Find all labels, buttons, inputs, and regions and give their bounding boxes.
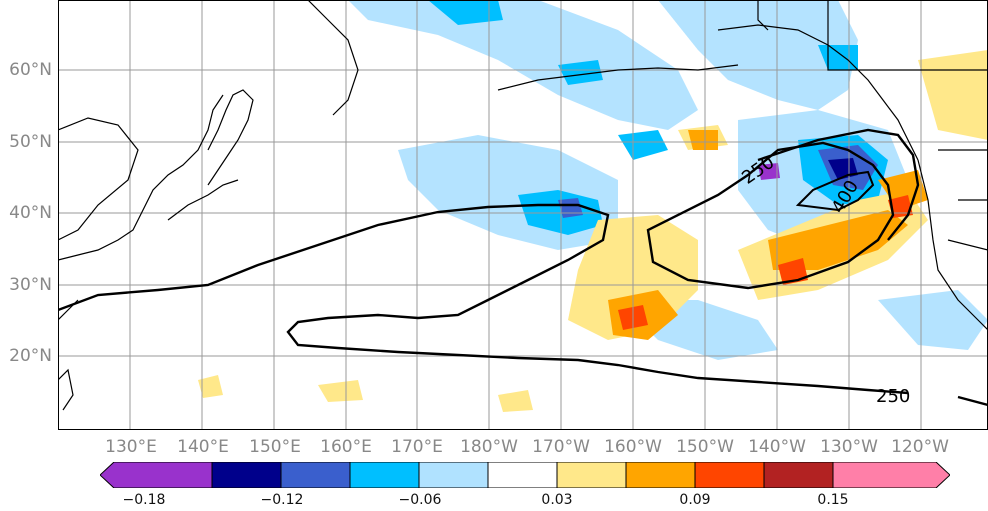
- lon-label-160w: 160°W: [604, 437, 662, 457]
- lat-label-40n: 40°N: [9, 203, 52, 223]
- lon-label-130e: 130°E: [105, 437, 157, 457]
- colorbar-swatch-royal-blue: [280, 462, 351, 488]
- lon-label-130w: 130°W: [820, 437, 878, 457]
- colorbar-tick-neg006: −0.06: [398, 492, 442, 508]
- colorbar-swatch-navy: [211, 462, 282, 488]
- lon-label-120w: 120°W: [891, 437, 949, 457]
- colorbar-swatch-light-blue: [418, 462, 489, 488]
- contour-label-250-lower: 250: [876, 386, 910, 407]
- lat-label-20n: 20°N: [9, 346, 52, 366]
- lon-label-170e: 170°E: [391, 437, 443, 457]
- lon-label-150e: 150°E: [249, 437, 301, 457]
- colorbar-swatch-light-yellow: [556, 462, 627, 488]
- lat-label-60n: 60°N: [9, 60, 52, 80]
- colorbar-swatch-white: [487, 462, 558, 488]
- colorbar-tick-009: 0.09: [679, 492, 711, 508]
- colorbar-tick-neg018: −0.18: [122, 492, 166, 508]
- lon-label-140e: 140°E: [177, 437, 229, 457]
- colorbar-tick-neg012: −0.12: [260, 492, 304, 508]
- colorbar-tick-015: 0.15: [817, 492, 849, 508]
- lat-label-30n: 30°N: [9, 275, 52, 295]
- colorbar-extend-high: [832, 462, 950, 488]
- colorbar-swatch-orange: [625, 462, 696, 488]
- colorbar: [100, 462, 950, 488]
- lon-label-170w: 170°W: [532, 437, 590, 457]
- colorbar-extend-low: [100, 462, 213, 488]
- colorbar-swatch-orange-red: [694, 462, 765, 488]
- colorbar-swatch-deep-sky: [349, 462, 420, 488]
- height-contours: [58, 128, 988, 407]
- lat-label-50n: 50°N: [9, 132, 52, 152]
- colorbar-swatch-brown-red: [763, 462, 834, 488]
- negative-anomaly-extreme: [758, 163, 780, 180]
- lon-label-180w: 180°W: [460, 437, 518, 457]
- lon-label-150w: 150°W: [676, 437, 734, 457]
- lon-label-160e: 160°E: [320, 437, 372, 457]
- colorbar-tick-003: 0.03: [541, 492, 573, 508]
- lon-label-140w: 140°W: [748, 437, 806, 457]
- map-plot: 250 400 250: [58, 0, 988, 430]
- coastlines: [58, 0, 988, 411]
